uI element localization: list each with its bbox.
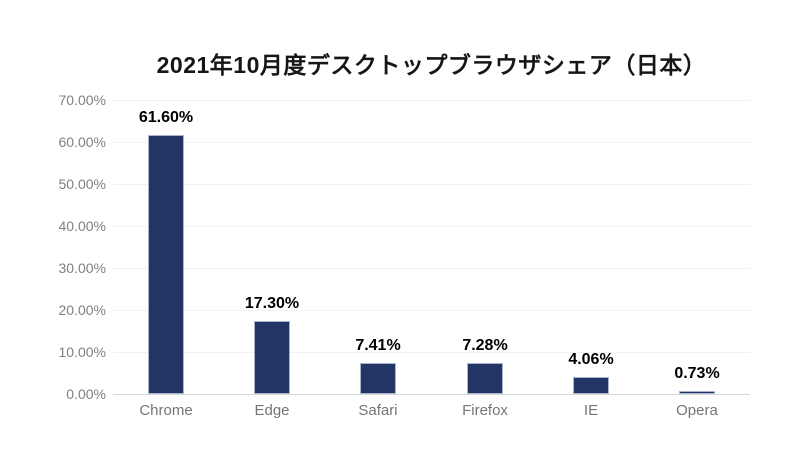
gridline xyxy=(113,142,750,143)
x-tick-label: Edge xyxy=(254,402,290,419)
data-label: 0.73% xyxy=(674,365,720,382)
bar-ie xyxy=(573,377,609,394)
x-tick-label: Chrome xyxy=(139,402,193,419)
chart-title: 2021年10月度デスクトップブラウザシェア（日本） xyxy=(156,52,707,78)
gridline xyxy=(113,226,750,227)
gridline xyxy=(113,310,750,311)
data-label: 4.06% xyxy=(568,351,614,368)
y-tick-label: 40.00% xyxy=(58,218,106,234)
bar-chrome xyxy=(148,135,184,394)
x-axis-line xyxy=(113,394,750,395)
y-tick-label: 50.00% xyxy=(58,176,106,192)
x-tick-label: Safari xyxy=(358,402,398,419)
bar-edge xyxy=(254,321,290,394)
gridline xyxy=(113,352,750,353)
data-label: 7.28% xyxy=(462,337,508,354)
x-tick-label: Opera xyxy=(676,402,718,419)
gridline xyxy=(113,184,750,185)
y-tick-label: 30.00% xyxy=(58,260,106,276)
y-tick-label: 0.00% xyxy=(66,386,106,402)
data-label: 17.30% xyxy=(244,295,300,312)
gridline xyxy=(113,100,750,101)
bar-safari xyxy=(360,363,396,394)
data-label: 7.41% xyxy=(355,337,401,354)
y-tick-label: 10.00% xyxy=(58,344,106,360)
x-tick-label: IE xyxy=(583,402,599,419)
data-label: 61.60% xyxy=(138,109,194,126)
bar-opera xyxy=(679,391,715,394)
y-tick-label: 20.00% xyxy=(58,302,106,318)
y-tick-label: 70.00% xyxy=(58,92,106,108)
bar-firefox xyxy=(467,363,503,394)
x-tick-label: Firefox xyxy=(462,402,508,419)
gridline xyxy=(113,268,750,269)
y-tick-label: 60.00% xyxy=(58,134,106,150)
